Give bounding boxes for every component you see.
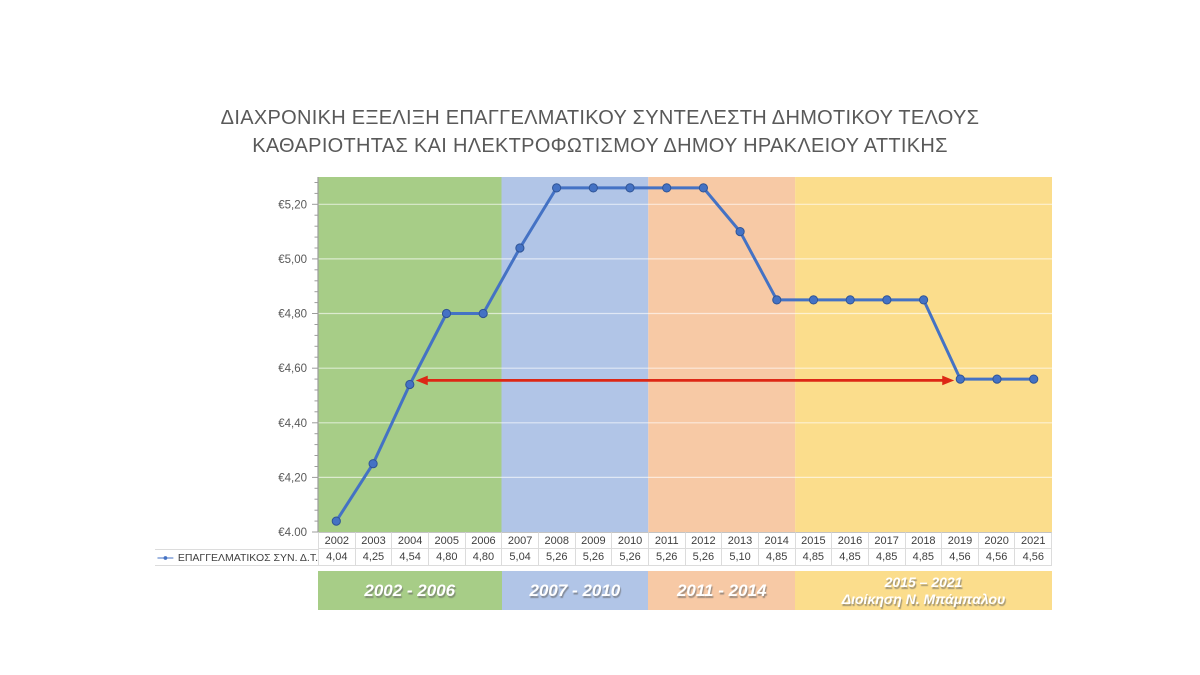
year-cell: 2011 (648, 532, 686, 549)
year-cell: 2018 (905, 532, 943, 549)
data-point-marker (588, 183, 598, 193)
period-label: 2007 - 2010 (529, 580, 621, 600)
value-cell: 5,10 (722, 549, 759, 566)
plot-band-2007-2010 (501, 177, 649, 532)
data-table: 2002 2003 2004 2005 2006 2007 2008 2009 2010 2011… (155, 532, 1053, 566)
period-sublabel: Διοίκηση Ν. Μπάμπαλου (841, 590, 1006, 607)
year-cell: 2015 (795, 532, 833, 549)
value-cell: 5,04 (502, 549, 539, 566)
year-cell: 2017 (868, 532, 906, 549)
year-cell: 2016 (832, 532, 869, 549)
value-cell: 4,04 (318, 549, 356, 566)
y-axis-tick-label: €4,80 (278, 309, 307, 321)
data-point-marker (478, 308, 488, 319)
year-cell: 2010 (612, 532, 649, 549)
y-axis-tick-label: €4,60 (278, 363, 307, 375)
value-cell: 5,26 (538, 549, 576, 566)
annotation-double-arrow (415, 375, 955, 386)
data-point-marker (441, 308, 452, 319)
plot-band-2002-2006 (318, 177, 502, 532)
value-cell: 4,25 (355, 549, 393, 566)
data-point-marker (662, 183, 672, 193)
period-band-2007-2010: 2007 - 2010 (501, 571, 649, 610)
data-point-marker (992, 374, 1002, 384)
value-cell: 4,56 (978, 549, 1016, 566)
legend-cell: ΕΠΑΓΓΕΛΜΑΤΙΚΟΣ ΣΥΝ. Δ.Τ. (155, 549, 318, 566)
year-cell: 2021 (1015, 532, 1053, 549)
y-axis (312, 177, 319, 533)
value-cell: 4,85 (905, 549, 943, 566)
data-point-marker (955, 374, 965, 384)
y-axis-tick-label: €5,20 (278, 199, 307, 211)
year-cell: 2012 (685, 532, 723, 549)
data-point-marker (625, 183, 635, 193)
data-point-marker (368, 459, 378, 469)
data-point-marker (331, 516, 341, 526)
chart-title: ΔΙΑΧΡΟΝΙΚΗ ΕΞΕΛΙΞΗ ΕΠΑΓΓΕΛΜΑΤΙΚΟΥ ΣΥΝΤΕΛ… (0, 104, 1200, 160)
value-cell: 4,85 (758, 549, 796, 566)
period-bands-row: 2002 - 2006 2007 - 2010 2011 - 2014 2015 – … (318, 571, 1052, 610)
year-cell: 2019 (942, 532, 979, 549)
data-point-marker (552, 183, 562, 193)
data-point-marker (808, 295, 819, 305)
plot-band-2011-2014 (648, 177, 796, 532)
period-label: 2015 – 2021 (884, 574, 963, 591)
data-point-marker (735, 227, 745, 237)
year-cell: 2002 (318, 532, 356, 549)
data-point-marker (882, 295, 892, 305)
y-axis-tick-label: €5,00 (278, 254, 307, 266)
chart-title-line-2: ΚΑΘΑΡΙΟΤΗΤΑΣ ΚΑΙ ΗΛΕΚΤΡΟΦΩΤΙΣΜΟΥ ΔΗΜΟΥ Η… (252, 135, 948, 157)
series-line (334, 186, 1036, 523)
period-band-2015-2021: 2015 – 2021 Διοίκηση Ν. Μπάμπαλου (795, 571, 1052, 610)
value-cell: 4,56 (942, 549, 979, 566)
year-cell: 2004 (392, 532, 429, 549)
period-label: 2011 - 2014 (676, 580, 767, 600)
legend-line-marker-icon (157, 555, 174, 560)
plot-band-2015-2021 (795, 177, 1052, 532)
data-point-marker (845, 295, 855, 305)
year-cell: 2005 (428, 532, 466, 549)
data-point-marker (698, 183, 708, 193)
table-spacer (155, 532, 318, 549)
value-cell: 4,85 (868, 549, 906, 566)
year-cell: 2009 (575, 532, 613, 549)
y-axis-tick-label: €4,20 (278, 472, 307, 484)
year-cell: 2006 (465, 532, 503, 549)
year-header-row: 2002 2003 2004 2005 2006 2007 2008 2009 2010 2011… (155, 532, 1053, 549)
value-cell: 5,26 (575, 549, 613, 566)
period-band-2002-2006: 2002 - 2006 (318, 571, 502, 610)
period-label: 2002 - 2006 (364, 580, 456, 600)
value-cell: 4,54 (392, 549, 429, 566)
data-point-marker (1029, 374, 1039, 384)
year-cell: 2008 (538, 532, 576, 549)
year-cell: 2013 (722, 532, 759, 549)
value-cell: 4,80 (465, 549, 503, 566)
value-cell: 4,80 (428, 549, 466, 566)
value-cell: 4,85 (795, 549, 833, 566)
year-cell: 2014 (758, 532, 796, 549)
y-axis-tick-label: €4,40 (278, 418, 307, 430)
data-point-marker (405, 379, 415, 390)
year-cell: 2007 (502, 532, 539, 549)
value-cell: 4,56 (1015, 549, 1053, 566)
value-cell: 5,26 (648, 549, 686, 566)
data-point-marker (515, 243, 525, 253)
period-band-2011-2014: 2011 - 2014 (648, 571, 796, 610)
year-cell: 2020 (978, 532, 1016, 549)
data-point-marker (772, 295, 782, 305)
chart-title-line-1: ΔΙΑΧΡΟΝΙΚΗ ΕΞΕΛΙΞΗ ΕΠΑΓΓΕΛΜΑΤΙΚΟΥ ΣΥΝΤΕΛ… (220, 107, 980, 129)
line-chart-plot: €4,00 €4,20 €4,40 €4,60 €4,80 €5,00 €5,20 (278, 177, 1052, 536)
year-cell: 2003 (355, 532, 393, 549)
value-cell: 5,26 (685, 549, 723, 566)
y-axis-tick-label: €4,00 (278, 527, 307, 536)
legend-label: ΕΠΑΓΓΕΛΜΑΤΙΚΟΣ ΣΥΝ. Δ.Τ. (177, 551, 318, 564)
values-row: ΕΠΑΓΓΕΛΜΑΤΙΚΟΣ ΣΥΝ. Δ.Τ. 4,04 4,25 4,54 4,8… (155, 549, 1053, 566)
data-point-marker (919, 295, 929, 305)
value-cell: 4,85 (832, 549, 869, 566)
value-cell: 5,26 (612, 549, 649, 566)
